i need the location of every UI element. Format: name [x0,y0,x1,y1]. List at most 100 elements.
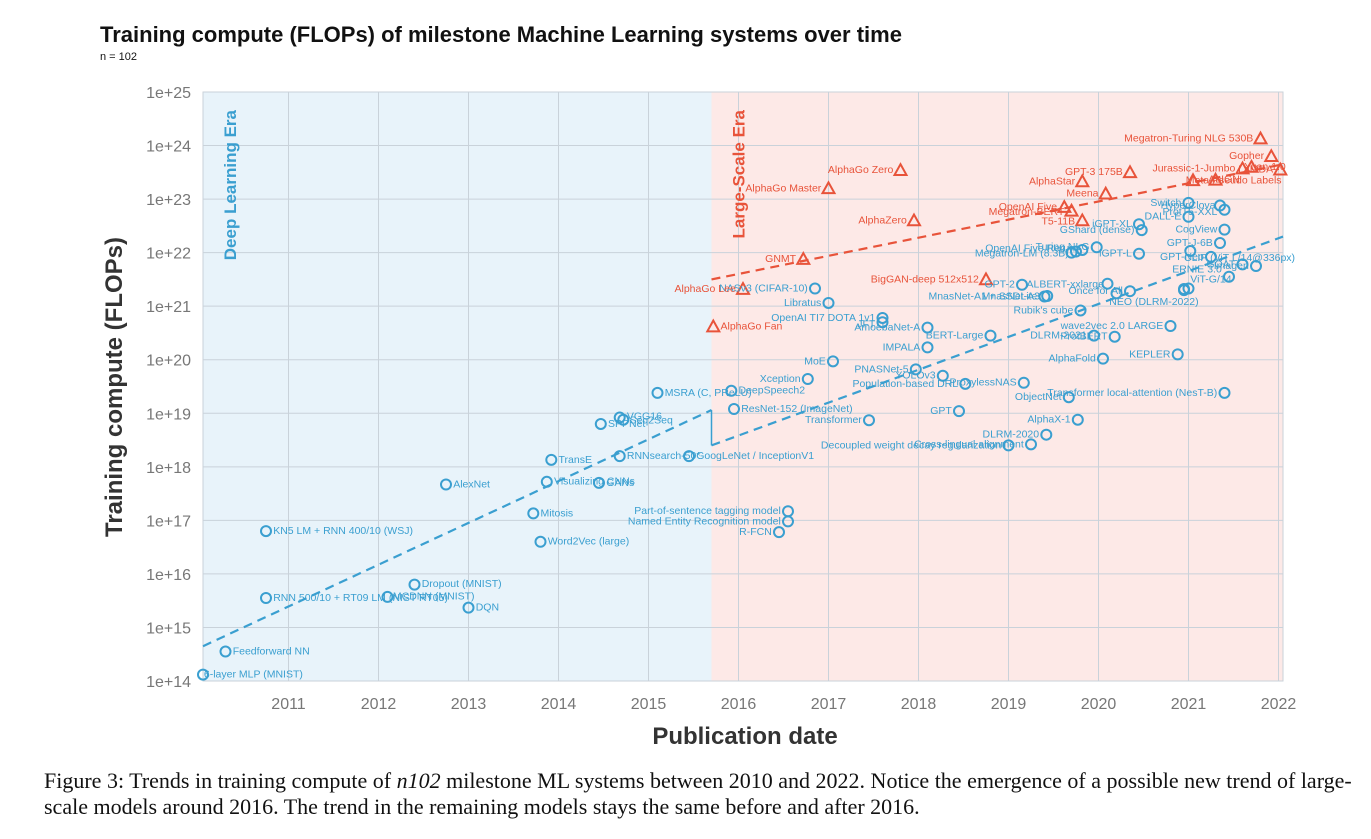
data-point-circle [953,405,965,418]
data-point-circle [408,578,421,591]
point-label: Imagen [1214,260,1249,272]
data-point-circle [260,592,272,605]
point-label: Once for All [1069,285,1123,297]
point-label: AlphaGo Fan [721,320,783,332]
point-label: ViT-G/14 [1190,273,1231,285]
point-label: GShard (dense) [1060,224,1135,236]
point-label: Turing NLG [1036,241,1090,253]
point-label: GPT-3 175B [1065,166,1123,178]
point-labels: 6-layer MLP (MNIST) Feedforward NN KN5 LM … [204,133,1295,681]
data-point-circle [1002,439,1015,452]
data-point-circle [1205,250,1217,263]
caption-suffix: milestone ML systems between 2010 and 20… [44,768,1352,819]
data-point-circle [1214,236,1226,249]
point-label: GNMT [765,253,796,265]
y-tick-label: 1e+16 [146,567,191,584]
point-label: GANs [606,477,634,489]
point-label: GPT-J-6B [1167,237,1213,249]
plot-border [202,91,1284,682]
point-label: Word2Vec (large) [548,536,630,548]
data-point-triangle [1098,185,1114,200]
point-label: ProtT5-XXL [1162,206,1217,218]
data-point-circle [809,282,821,295]
point-label: MSRA (C, PReLU) [665,387,752,399]
data-point-circle [801,373,814,386]
data-point-circle [959,377,972,390]
point-label: Megatron-LM (8.3B) [975,248,1069,260]
chart-canvas: Deep Learning Era Large-Scale Era 6-layer… [101,85,1296,750]
y-axis-ticks: 1e+14 1e+15 1e+16 1e+17 1e+18 1e+19 1e+20 1e+21… [146,85,191,691]
data-point-circle [1062,391,1075,404]
data-point-circle [462,601,475,614]
data-point-circle [1133,247,1145,260]
data-point-circle [1040,428,1053,441]
point-label: T5-11B [1041,216,1075,228]
x-tick-label: 2020 [1081,696,1117,713]
point-label: Transformer local-attention (NesT-B) [1047,387,1217,399]
era-label: Deep Learning Era [221,109,240,260]
point-label: Transformer [805,414,862,426]
data-point-triangle [1063,202,1080,217]
point-label: Named Entity Recognition model [628,515,781,527]
caption-prefix: Figure 3: Trends in training compute of [44,768,397,793]
data-point-circle [921,321,934,334]
point-label: Gopher [1229,150,1265,162]
data-point-circle [594,417,607,430]
point-label: RNN 500/10 + RT09 LM (NIST RT05) [273,592,448,604]
point-label: Switch [1150,197,1181,209]
data-point-circle [1236,258,1249,271]
data-point-circle [1124,285,1136,298]
data-point-circle [827,355,839,368]
point-label: AlphaGo Zero [828,164,894,176]
data-point-circle [863,414,875,427]
point-label: wave2vec 2.0 LARGE [1060,320,1164,332]
data-point-circle [1070,245,1082,258]
point-label: Yuan 1.0 [1244,161,1286,173]
x-tick-label: 2017 [811,696,847,713]
data-point-triangle [1243,158,1260,173]
data-point-circle [1108,330,1121,343]
point-label: R-FCN [739,526,772,538]
data-point-circle [1218,223,1231,236]
point-label: SPPNet [608,418,645,430]
data-point-triangle [892,162,909,176]
data-point-circle [1025,438,1037,451]
point-label: BERT-Large [926,330,984,342]
y-tick-label: 1e+24 [146,139,191,156]
point-label: AmoebaNet-A [854,322,920,334]
data-point-circle [921,341,934,354]
point-label: AlphaGo Lee [674,283,735,295]
point-label: GPT [930,405,952,417]
point-label: KN5 LM + RNN 400/10 (WSJ) [273,525,413,537]
point-label: Feedforward NN [233,645,310,657]
y-axis-label: Training compute (FLOPs) [101,237,128,537]
point-label: Part-of-sentence tagging model [634,505,781,517]
point-label: ALBERT-xxlarge [1027,279,1105,291]
point-label: TransE [559,454,592,466]
point-label: ERNIE 3.0 [1172,264,1222,276]
point-label: GPT-Neo [1160,251,1204,263]
data-point-circle [613,450,626,463]
data-point-circle [1090,241,1103,254]
data-point-circle [381,590,394,603]
era-label: Large-Scale Era [730,109,749,238]
point-label: JFT [857,318,876,330]
data-point-circle [683,450,695,463]
point-label: LaMDA [1238,164,1273,176]
point-label: VGG16 [627,410,662,422]
data-point-circle [728,402,740,415]
point-label: NASv3 (CIFAR-10) [719,282,808,294]
point-label: CogView [1175,224,1217,236]
data-point-circle [1097,352,1109,365]
y-tick-label: 1e+25 [146,85,191,102]
data-point-circle [1223,270,1235,283]
data-point-circle [876,311,889,324]
y-tick-label: 1e+17 [146,513,191,530]
data-point-circle [651,386,664,399]
point-label: MnasNet-A1 + SSDLite [928,290,1037,302]
data-point-triangle [705,318,721,333]
y-tick-label: 1e+19 [146,406,191,423]
point-label: ALIGN [1208,174,1240,186]
point-label: MoE [804,355,826,367]
x-axis-label: Publication date [652,723,837,750]
